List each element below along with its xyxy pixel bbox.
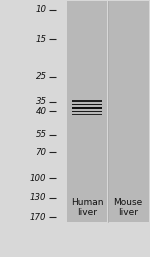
Text: Mouse
liver: Mouse liver: [114, 198, 143, 217]
Bar: [67, 1, 107, 222]
Text: 100: 100: [30, 174, 46, 183]
Text: 15: 15: [36, 35, 46, 44]
Text: 130: 130: [30, 193, 46, 202]
Text: 25: 25: [36, 72, 46, 81]
Text: 70: 70: [36, 148, 46, 157]
Bar: [108, 1, 148, 222]
Text: 40: 40: [36, 107, 46, 116]
Text: 55: 55: [36, 130, 46, 139]
Text: 10: 10: [36, 5, 46, 14]
Text: Human
liver: Human liver: [71, 198, 103, 217]
Text: 170: 170: [30, 213, 46, 222]
Text: 35: 35: [36, 97, 46, 106]
